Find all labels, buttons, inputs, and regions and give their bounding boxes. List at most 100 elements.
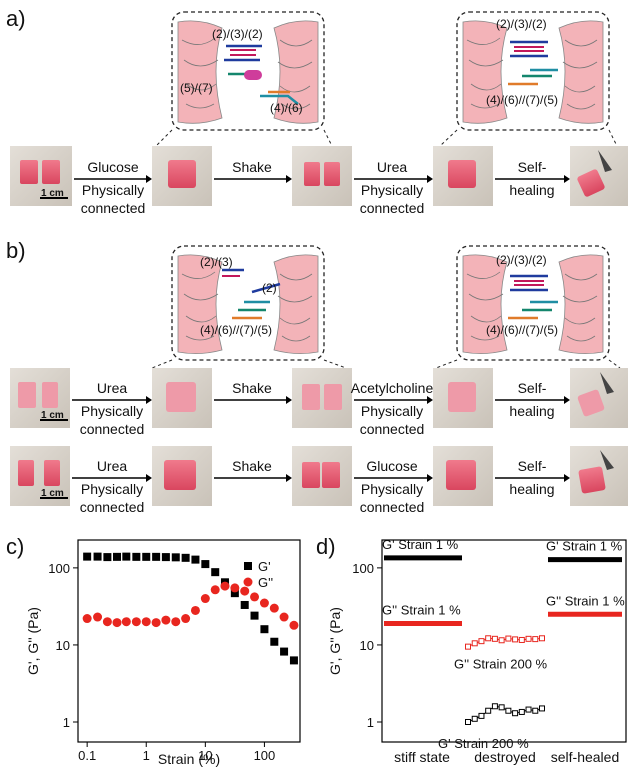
step-label: connected <box>360 499 425 515</box>
panel-label-a: a) <box>6 6 26 31</box>
series-label: G'' Strain 1 % <box>382 602 461 617</box>
photo-b1-5 <box>570 368 628 428</box>
step-label: Physically <box>81 481 143 497</box>
step-label: healing <box>509 182 554 198</box>
chart-c: 0.1 1 10 100 1 10 100 Strain (%) G', G'' (Pa) G'G… <box>25 539 301 767</box>
x-category-label: destroyed <box>474 749 535 765</box>
inset-a-right: (2)/(3)/(2) (4)/(6)//(7)/(5) <box>456 11 610 131</box>
zoom-line <box>435 359 458 369</box>
x-tick-label: 100 <box>254 748 276 763</box>
step-label: Urea <box>97 380 128 396</box>
data-point <box>491 635 498 642</box>
arrow-b1-4: Self- healing <box>495 380 570 419</box>
photo-a4 <box>433 146 493 206</box>
arrow-b2-3: Glucose Physically connected <box>354 458 433 515</box>
photo-b1-2 <box>152 368 212 428</box>
data-point <box>498 637 505 644</box>
y-tick-label: 1 <box>367 715 374 730</box>
photo-b1-3 <box>292 368 352 428</box>
arrow-b2-2: Shake <box>214 458 292 482</box>
data-point <box>289 656 298 665</box>
step-label: Urea <box>97 458 128 474</box>
y-tick-label: 100 <box>48 561 70 576</box>
inset-b-right-bottom: (4)/(6)//(7)/(5) <box>486 323 558 337</box>
arrow-b2-4: Self- healing <box>495 458 570 497</box>
series-label: G' Strain 1 % <box>546 539 623 554</box>
arrow-b1-2: Shake <box>214 380 292 404</box>
data-point <box>93 612 103 622</box>
arrow-b2-1: Urea Physically connected <box>72 458 152 515</box>
data-point <box>478 712 485 719</box>
inset-b-left-bottom: (4)/(6)//(7)/(5) <box>200 323 272 337</box>
step-label: Self- <box>518 159 547 175</box>
legend-marker <box>244 562 252 570</box>
data-point <box>93 552 102 561</box>
step-label: Acetylcholine <box>351 380 434 396</box>
photo-a5 <box>570 146 628 206</box>
data-point <box>181 614 191 624</box>
x-category-label: self-healed <box>551 749 620 765</box>
photo-b2-4 <box>433 446 493 506</box>
legend-label: G' <box>258 559 271 574</box>
x-tick-label: 0.1 <box>78 748 96 763</box>
legend-label: G'' <box>258 575 273 590</box>
scale-bar-label: 1 cm <box>41 188 64 199</box>
data-point <box>505 707 512 714</box>
series-label: G'' Strain 1 % <box>546 593 625 608</box>
series-label: G' Strain 1 % <box>382 537 459 552</box>
data-point <box>525 706 532 713</box>
step-label: Glucose <box>366 458 418 474</box>
data-point <box>279 612 289 622</box>
data-point <box>269 603 279 613</box>
arrow-a1: Glucose Physically connected <box>74 159 152 216</box>
data-point <box>181 553 190 562</box>
panel-label-b: b) <box>6 238 26 263</box>
data-point <box>240 586 250 596</box>
arrow-a2: Shake <box>214 159 292 183</box>
data-point <box>190 605 200 615</box>
zoom-line <box>608 359 621 369</box>
data-point <box>512 636 519 643</box>
data-point <box>113 552 122 561</box>
data-point <box>102 617 112 627</box>
zoom-line <box>323 359 347 369</box>
step-label: Self- <box>518 380 547 396</box>
data-point <box>471 715 478 722</box>
y-axis-label: G', G'' (Pa) <box>327 607 343 675</box>
inset-a-left-right: (4)/(6) <box>270 101 303 115</box>
arrow-b1-3: Acetylcholine Physically connected <box>351 380 434 437</box>
data-point <box>518 636 525 643</box>
data-point <box>250 611 259 620</box>
step-label: Shake <box>232 380 272 396</box>
inset-a-left-top: (2)/(3)/(2) <box>212 27 263 41</box>
data-point <box>82 614 92 624</box>
data-point <box>161 553 170 562</box>
data-point <box>539 635 545 642</box>
data-point <box>161 615 171 625</box>
step-label: connected <box>80 499 145 515</box>
data-point <box>211 568 220 577</box>
step-label: connected <box>360 200 425 216</box>
data-point <box>112 618 122 628</box>
data-point <box>200 594 210 604</box>
data-point <box>171 617 181 627</box>
step-label: healing <box>509 481 554 497</box>
data-point <box>230 583 240 593</box>
data-point <box>240 600 249 609</box>
zoom-line <box>155 129 173 147</box>
arrow-a3: Urea Physically connected <box>354 159 433 216</box>
zoom-line <box>439 129 458 147</box>
data-point <box>250 592 260 602</box>
data-point <box>220 581 230 591</box>
data-point <box>532 707 539 714</box>
zoom-line <box>151 359 173 369</box>
data-point <box>142 552 151 561</box>
step-label: Urea <box>377 159 408 175</box>
inset-b-left-top: (2)/(3) <box>200 255 233 269</box>
data-point <box>485 707 492 714</box>
step-label: connected <box>81 200 146 216</box>
zoom-line <box>323 129 333 147</box>
inset-b-left: (2)/(3) (2) (4)/(6)//(7)/(5) <box>171 245 325 361</box>
step-label: connected <box>360 421 425 437</box>
data-point <box>471 640 478 647</box>
